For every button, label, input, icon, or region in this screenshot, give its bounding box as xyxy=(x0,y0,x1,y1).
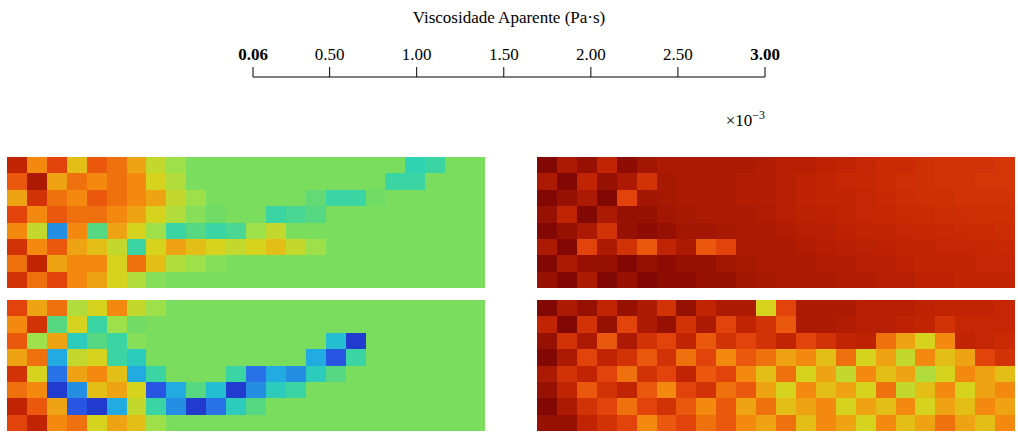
svg-text:3.00: 3.00 xyxy=(750,45,780,64)
svg-text:2.50: 2.50 xyxy=(663,45,693,64)
svg-text:2.00: 2.00 xyxy=(576,45,606,64)
html-text:×10−3: ×10−3 xyxy=(725,108,765,130)
svg-text:1.00: 1.00 xyxy=(402,45,432,64)
svg-text:0.50: 0.50 xyxy=(315,45,345,64)
svg-text:0.06: 0.06 xyxy=(238,45,268,64)
html-text:Viscosidade Aparente (Pa·s): Viscosidade Aparente (Pa·s) xyxy=(412,8,606,27)
svg-text:1.50: 1.50 xyxy=(489,45,519,64)
